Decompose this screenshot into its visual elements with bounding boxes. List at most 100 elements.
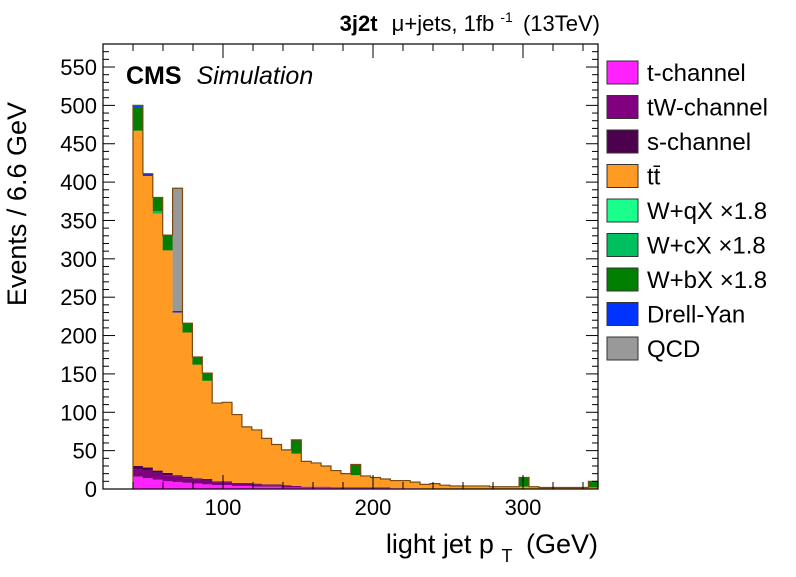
bar-tt--bin-1	[142, 175, 154, 468]
bar-tt--bin-32	[449, 485, 460, 489]
bar-tt--bin-8	[212, 403, 223, 482]
bar-tt--bin-42	[548, 487, 559, 489]
stack-outline	[132, 104, 599, 489]
bar-tw-channel-bin-23	[360, 487, 371, 489]
bar-tt--bin-16	[291, 453, 302, 486]
legend-swatch-5	[606, 233, 639, 257]
legend-label-0: t-channel	[647, 60, 746, 87]
bar-tw-channel-bin-2	[152, 472, 163, 480]
bar-t-channel-bin-11	[241, 485, 253, 489]
bar-tw-channel-bin-7	[202, 480, 213, 485]
y-tick-label-200: 200	[60, 324, 97, 349]
bar-tt--bin-9	[222, 402, 233, 482]
bar-w-bx-1-8-bin-39	[519, 477, 530, 487]
bar-tw-channel-bin-25	[380, 487, 391, 489]
bar-tt--bin-14	[271, 444, 282, 485]
bar-t-channel-bin-16	[291, 487, 302, 489]
legend-label-6: W+bX ×1.8	[647, 267, 767, 294]
bar-w-bx-1-8-bin-3	[162, 235, 173, 251]
axes-layer: 0 50 100 150 200 250 300 350 400 450 500 550 100 200 3…	[60, 43, 599, 520]
legend-swatch-4	[606, 198, 639, 223]
bar-tt--bin-18	[311, 462, 322, 487]
bar-tt--bin-0	[133, 130, 144, 466]
bar-w-bx-1-8-bin-2	[152, 197, 163, 212]
bar-s-channel-bin-3	[162, 472, 173, 476]
outline-layer	[132, 104, 599, 489]
bar-tw-channel-bin-12	[251, 484, 262, 487]
cms-label: CMS Simulation	[126, 62, 313, 90]
bar-tt--bin-25	[380, 479, 391, 488]
y-tick-label-400: 400	[60, 170, 97, 195]
bar-tt--bin-11	[241, 426, 253, 483]
bar-t-channel-bin-4	[172, 482, 183, 489]
bar-t-channel-bin-7	[202, 484, 213, 489]
bar-tw-channel-bin-14	[271, 485, 282, 487]
bar-drell-yan-bin-1	[142, 173, 154, 176]
bar-tt--bin-45	[578, 487, 589, 489]
bar-tt--bin-41	[538, 487, 550, 489]
bar-tw-channel-bin-10	[232, 483, 243, 486]
bar-s-channel-bin-14	[271, 484, 282, 486]
bar-tw-channel-bin-0	[133, 469, 144, 477]
bar-t-channel-bin-13	[261, 486, 272, 489]
y-axis-label: Events / 6.6 GeV	[2, 102, 32, 306]
bar-tt--bin-35	[479, 485, 490, 489]
bar-t-channel-bin-6	[192, 483, 203, 489]
legend-label-3: tt̄	[647, 164, 661, 191]
bar-s-channel-bin-6	[192, 478, 203, 480]
bar-tw-channel-bin-15	[281, 485, 292, 488]
bar-tt--bin-39	[519, 486, 530, 489]
bar-w-bx-1-8-bin-22	[350, 464, 361, 476]
bar-tt--bin-6	[192, 364, 203, 479]
bar-s-channel-bin-9	[222, 481, 233, 483]
bar-tw-channel-bin-18	[311, 486, 322, 488]
cms-main: CMS	[126, 62, 182, 90]
bar-tt--bin-36	[489, 486, 500, 489]
bar-t-channel-bin-19	[321, 487, 332, 489]
bar-w-bx-1-8-bin-46	[588, 481, 599, 488]
legend-swatch-6	[606, 267, 639, 292]
legend-label-1: tW-channel	[647, 95, 768, 122]
bar-qcd-bin-4	[172, 188, 183, 311]
legend-label-4: W+qX ×1.8	[647, 198, 767, 225]
bar-drell-yan-bin-4	[172, 311, 183, 313]
bar-w-bx-1-8-bin-0	[133, 106, 144, 131]
bar-tw-channel-bin-8	[212, 482, 223, 486]
bar-tt--bin-31	[439, 485, 451, 489]
bar-tt--bin-34	[469, 485, 480, 489]
bar-w-bx-1-8-bin-7	[202, 373, 213, 381]
x-axis-label-sub: T	[501, 546, 512, 566]
header-energy: (13TeV)	[523, 11, 600, 36]
bar-tt--bin-15	[281, 449, 292, 486]
plot-header: 3j2t μ+jets, 1fb -1 (13TeV)	[340, 2, 600, 36]
legend-label-2: s-channel	[647, 129, 751, 156]
bar-t-channel-bin-2	[152, 479, 163, 489]
legend-swatch-1	[606, 95, 639, 119]
bar-tw-channel-bin-20	[331, 487, 342, 489]
bar-tt--bin-40	[529, 486, 540, 489]
bar-tt--bin-24	[370, 477, 381, 488]
bar-tt--bin-30	[430, 483, 441, 489]
y-axis-title: Events / 6.6 GeV	[2, 102, 32, 306]
y-tick-label-50: 50	[73, 439, 97, 464]
legend-swatch-3	[606, 164, 639, 188]
bar-tt--bin-29	[420, 484, 431, 489]
bar-w-cx-1-8-bin-2	[152, 211, 163, 214]
bar-tw-channel-bin-11	[241, 483, 253, 486]
bar-tt--bin-27	[400, 480, 411, 489]
bar-tt--bin-22	[350, 475, 361, 488]
bar-tt--bin-12	[251, 429, 262, 484]
x-tick-label-200: 200	[355, 495, 392, 520]
y-tick-label-350: 350	[60, 208, 97, 233]
bar-t-channel-bin-17	[301, 487, 312, 489]
legend-swatch-2	[606, 129, 639, 154]
bar-tt--bin-44	[568, 487, 579, 489]
bar-tt--bin-38	[509, 486, 520, 489]
bar-w-bx-1-8-bin-5	[182, 323, 193, 333]
bar-s-channel-bin-11	[241, 482, 253, 484]
y-tick-label-450: 450	[60, 132, 97, 157]
bar-s-channel-bin-2	[152, 470, 163, 473]
header-lumi-exp: -1	[500, 9, 513, 25]
y-tick-label-100: 100	[60, 400, 97, 425]
